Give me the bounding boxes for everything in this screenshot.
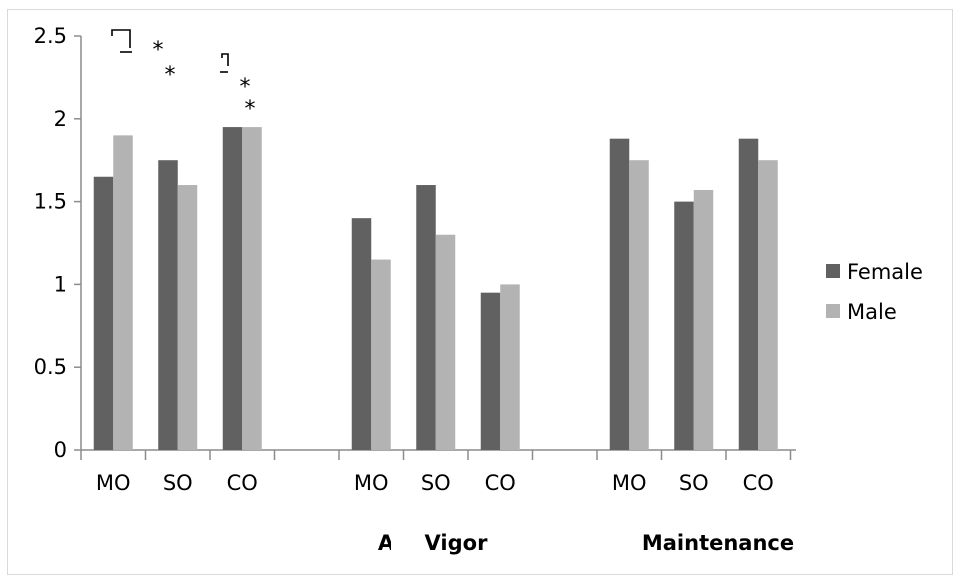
- bar-male: [435, 234, 456, 450]
- y-tick-label: 1.5: [34, 190, 67, 214]
- bar-male: [177, 185, 198, 451]
- significance-asterisk: *: [165, 63, 176, 88]
- legend-label-male: Male: [847, 300, 897, 324]
- y-tick-label: 2: [54, 107, 67, 131]
- group-label: Maintenance: [642, 531, 794, 555]
- bar-female: [674, 201, 694, 450]
- bar-male: [629, 160, 649, 450]
- bar-male: [758, 160, 778, 450]
- significance-asterisk: *: [240, 75, 251, 100]
- x-category-label: MO: [612, 471, 647, 495]
- bar-female: [609, 138, 630, 450]
- legend-swatch-female: [826, 264, 840, 278]
- y-tick-label: 2.5: [34, 24, 67, 48]
- significance-bracket: [111, 29, 131, 48]
- legend-label-female: Female: [847, 260, 923, 284]
- bar-female: [222, 127, 243, 450]
- bar-female: [480, 292, 501, 450]
- x-category-label: SO: [421, 471, 451, 495]
- significance-bracket: [221, 53, 229, 66]
- x-category-label: MO: [354, 471, 389, 495]
- legend-swatch-male: [826, 304, 840, 318]
- bar-female: [158, 160, 178, 450]
- label-mask: [391, 528, 407, 558]
- bar-male: [500, 284, 520, 450]
- bar-female: [93, 176, 114, 450]
- group-label: A: [378, 531, 395, 555]
- x-category-label: CO: [743, 471, 774, 495]
- group-label: Vigor: [425, 531, 489, 555]
- bar-female: [351, 218, 372, 450]
- bar-male: [242, 127, 262, 450]
- y-tick-label: 0.5: [34, 355, 67, 379]
- x-category-label: CO: [227, 471, 258, 495]
- significance-asterisk: *: [245, 97, 256, 122]
- bar-female: [416, 185, 436, 451]
- bar-male: [693, 190, 714, 450]
- bar-male: [371, 259, 391, 450]
- y-tick-label: 0: [54, 438, 67, 462]
- x-category-label: MO: [96, 471, 131, 495]
- x-category-label: SO: [163, 471, 193, 495]
- bar-female: [738, 138, 759, 450]
- significance-asterisk: *: [153, 38, 164, 63]
- x-category-label: CO: [485, 471, 516, 495]
- y-tick-label: 1: [54, 272, 67, 296]
- bar-male: [113, 135, 133, 451]
- x-category-label: SO: [679, 471, 709, 495]
